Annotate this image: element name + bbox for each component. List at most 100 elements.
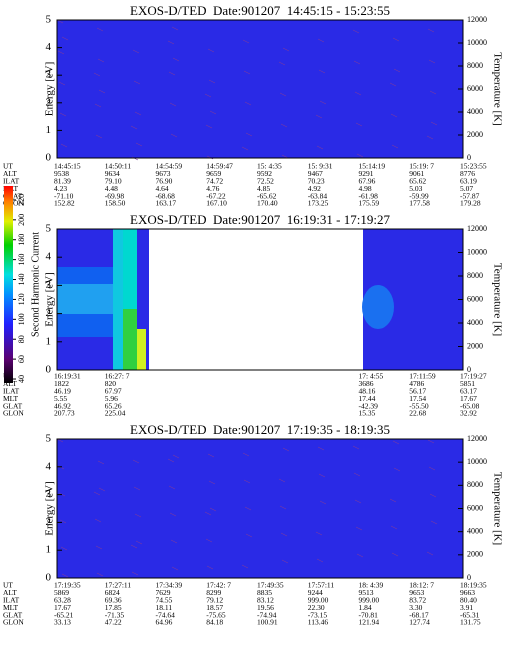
table-cell: 33.13 <box>54 618 71 627</box>
table-cell: 15:19: 7 <box>409 162 434 171</box>
colorbar <box>4 186 13 383</box>
y2-axis-label: Temperature [K] <box>491 472 503 545</box>
table-cell: 17:42: 7 <box>206 581 231 590</box>
table-cell: 9467 <box>308 169 323 178</box>
table-cell: 5869 <box>54 588 69 597</box>
temperature-trace <box>280 123 288 128</box>
y-tick-label: 5 <box>46 433 52 445</box>
temperature-trace <box>96 27 104 32</box>
temperature-trace <box>430 121 438 126</box>
temperature-trace <box>427 439 435 444</box>
temperature-trace <box>353 472 361 477</box>
table-cell: -65.31 <box>460 610 480 619</box>
table-cell: 63.28 <box>54 596 71 605</box>
temperature-trace <box>354 499 362 504</box>
table-row-label: GLAT <box>3 401 23 410</box>
table-cell: 8299 <box>206 588 221 597</box>
table-cell: 225.04 <box>105 409 126 418</box>
table-cell: 16:27: 7 <box>105 372 130 381</box>
table-cell: 1822 <box>54 379 69 388</box>
temperature-trace <box>241 146 249 151</box>
colorbar-tick-label: 220 <box>17 194 26 206</box>
temperature-trace <box>132 459 140 464</box>
y-tick-label: 4 <box>46 41 52 53</box>
temperature-trace <box>355 526 363 531</box>
temperature-trace <box>98 89 106 94</box>
y2-tick-label: 8000 <box>467 61 483 70</box>
y2-tick-label: 4000 <box>467 526 483 535</box>
table-cell: 175.59 <box>359 199 380 208</box>
temperature-trace <box>131 571 139 576</box>
table-cell: 820 <box>105 379 117 388</box>
temperature-trace <box>133 80 141 85</box>
table-cell: 17:34:39 <box>156 581 183 590</box>
spectrum-block <box>362 285 394 329</box>
table-cell: 3.30 <box>409 603 422 612</box>
temperature-trace <box>243 70 251 75</box>
table-cell: 17:19:27 <box>460 372 487 381</box>
table-row-label: ILAT <box>3 177 20 186</box>
table-cell: 16:19:31 <box>54 372 81 381</box>
temperature-trace <box>93 491 101 496</box>
table-cell: 9592 <box>257 169 272 178</box>
spectrum-stripe <box>113 229 123 370</box>
temperature-trace <box>429 493 437 498</box>
temperature-trace <box>93 72 101 77</box>
table-cell: 9653 <box>409 588 424 597</box>
temperature-trace <box>244 506 252 511</box>
colorbar-tick-label: 180 <box>17 234 26 246</box>
colorbar-tick-label: 200 <box>17 214 26 226</box>
temperature-trace <box>94 518 102 523</box>
table-cell: 100.91 <box>257 618 278 627</box>
y2-tick-label: 6000 <box>467 84 483 93</box>
temperature-trace <box>97 460 105 465</box>
temperature-trace <box>430 520 438 525</box>
table-row-label: ALT <box>3 588 17 597</box>
table-cell: 17:49:35 <box>257 581 284 590</box>
temperature-trace <box>61 573 69 578</box>
table-cell: 63.19 <box>460 177 477 186</box>
table-row-label: MLT <box>3 394 19 403</box>
table-cell: 5.55 <box>54 394 67 403</box>
table-cell: 15: 9:31 <box>308 162 333 171</box>
temperature-trace <box>209 110 217 115</box>
table-cell: -71.10 <box>54 191 74 200</box>
temperature-trace <box>94 103 102 108</box>
temperature-trace <box>242 39 250 44</box>
table-row-label: ALT <box>3 169 17 178</box>
y-tick-label: 2 <box>46 516 52 528</box>
table-cell: 3.91 <box>460 603 473 612</box>
table-cell: 65.62 <box>409 177 426 186</box>
y-tick-label: 0 <box>46 364 52 376</box>
temperature-trace <box>391 144 399 149</box>
table-cell: -63.84 <box>308 191 328 200</box>
y2-tick-label: 6000 <box>467 294 483 303</box>
table-cell: 56.17 <box>409 387 426 396</box>
table-cell: 83.12 <box>257 596 274 605</box>
table-cell: 14:50:11 <box>105 162 132 171</box>
table-cell: -67.22 <box>206 191 226 200</box>
table-cell: 15: 4:35 <box>257 162 282 171</box>
table-cell: 207.73 <box>54 409 75 418</box>
table-cell: 121.94 <box>359 618 380 627</box>
temperature-trace <box>356 553 364 558</box>
table-cell: 4.64 <box>156 184 169 193</box>
panel-title: EXOS-D/TED Date:901207 17:19:35 - 18:19:… <box>130 422 390 437</box>
table-cell: 69.36 <box>105 596 122 605</box>
table-cell: 48.16 <box>359 387 376 396</box>
temperature-trace <box>243 479 251 484</box>
plot-background <box>57 20 463 158</box>
y2-axis-label: Temperature [K] <box>491 52 503 125</box>
y2-tick-label: 10000 <box>467 247 487 256</box>
table-cell: 9513 <box>359 588 374 597</box>
table-cell: 79.12 <box>206 596 223 605</box>
y2-tick-label: 2000 <box>467 550 483 559</box>
table-cell: 63.17 <box>460 387 477 396</box>
y-tick-label: 5 <box>46 14 52 26</box>
table-cell: 19.56 <box>257 603 274 612</box>
temperature-trace <box>241 564 249 569</box>
y2-axis-label: Temperature [K] <box>491 263 503 336</box>
temperature-trace <box>242 452 250 457</box>
temperature-trace <box>392 37 400 42</box>
